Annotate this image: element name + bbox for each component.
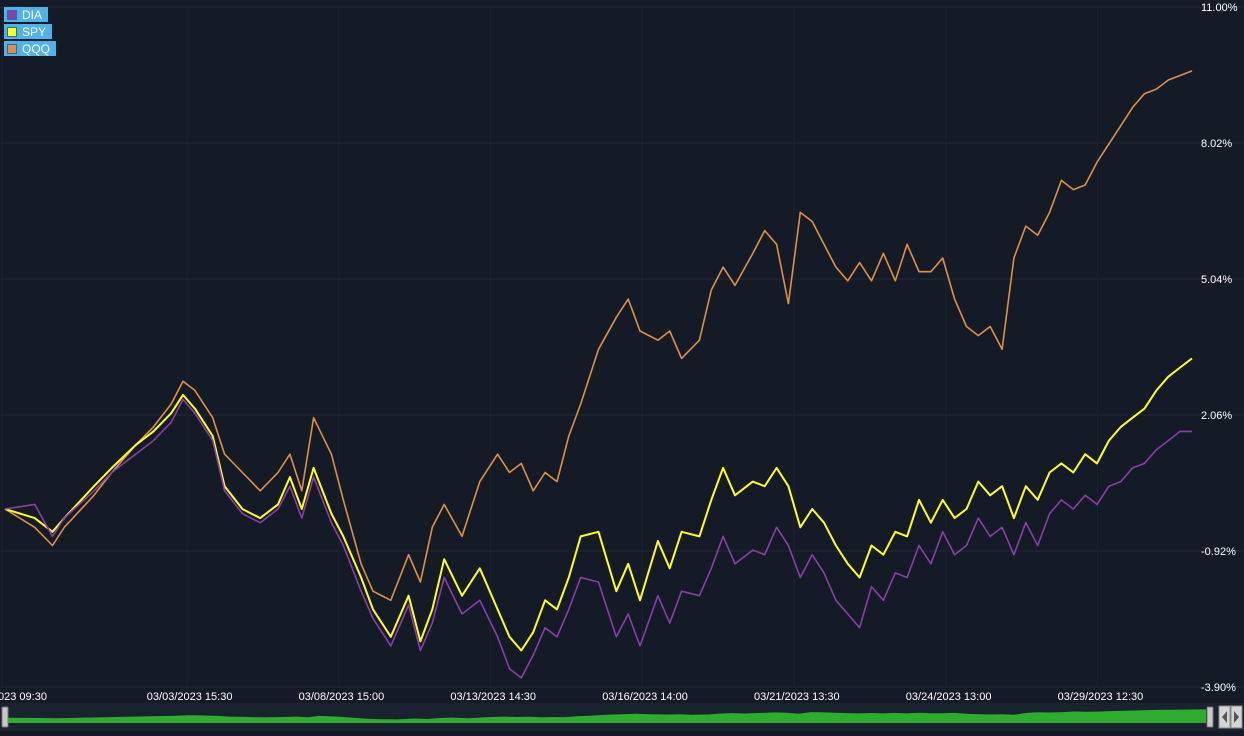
legend-label-spy: SPY <box>22 24 47 39</box>
navigator-right-handle[interactable] <box>1206 706 1214 728</box>
gridlines <box>0 6 1244 688</box>
series-line-dia <box>4 398 1192 679</box>
x-tick-label: 03/29/2023 12:30 <box>1058 691 1144 703</box>
range-navigator[interactable] <box>0 703 1244 731</box>
x-axis-labels: 023 09:30 03/03/2023 15:30 03/08/2023 15:0… <box>0 691 1143 703</box>
legend-item-dia[interactable]: DIA <box>4 7 49 22</box>
legend-swatch-dia <box>7 9 17 20</box>
y-tick-label: 5.04% <box>1201 274 1232 286</box>
scroll-right-button[interactable] <box>1230 705 1243 729</box>
legend-item-qqq[interactable]: QQQ <box>4 41 57 56</box>
y-tick-label: 11.00% <box>1201 2 1238 14</box>
legend-label-qqq: QQQ <box>22 41 51 56</box>
navigator-area <box>8 709 1206 723</box>
y-axis-labels: 11.00% 8.02% 5.04% 2.06% -0.92% -3.90% <box>1201 2 1238 694</box>
series-lines <box>4 70 1193 679</box>
series-line-qqq <box>4 70 1193 602</box>
legend-label-dia: DIA <box>22 7 43 22</box>
x-tick-label: 03/13/2023 14:30 <box>450 691 536 703</box>
y-tick-label: 2.06% <box>1201 410 1232 422</box>
y-tick-label: 8.02% <box>1201 138 1232 150</box>
x-tick-label: 03/24/2023 13:00 <box>906 691 992 703</box>
y-tick-label: -3.90% <box>1201 682 1236 694</box>
arrow-left-icon <box>1222 711 1227 723</box>
x-tick-label: 03/21/2023 13:30 <box>754 691 840 703</box>
legend-swatch-spy <box>7 26 17 37</box>
navigator-left-handle[interactable] <box>1 706 9 728</box>
legend-item-spy[interactable]: SPY <box>4 24 53 39</box>
legend: DIA SPY QQQ <box>4 7 57 58</box>
x-tick-label: 03/08/2023 15:00 <box>299 691 385 703</box>
arrow-right-icon <box>1234 711 1239 723</box>
x-tick-label: 03/03/2023 15:30 <box>147 691 233 703</box>
series-line-spy <box>4 357 1193 652</box>
scroll-left-button[interactable] <box>1218 705 1231 729</box>
legend-swatch-qqq <box>7 43 17 54</box>
y-tick-label: -0.92% <box>1201 546 1236 558</box>
x-tick-label: 03/16/2023 14:00 <box>602 691 688 703</box>
x-tick-label: 023 09:30 <box>0 691 47 703</box>
